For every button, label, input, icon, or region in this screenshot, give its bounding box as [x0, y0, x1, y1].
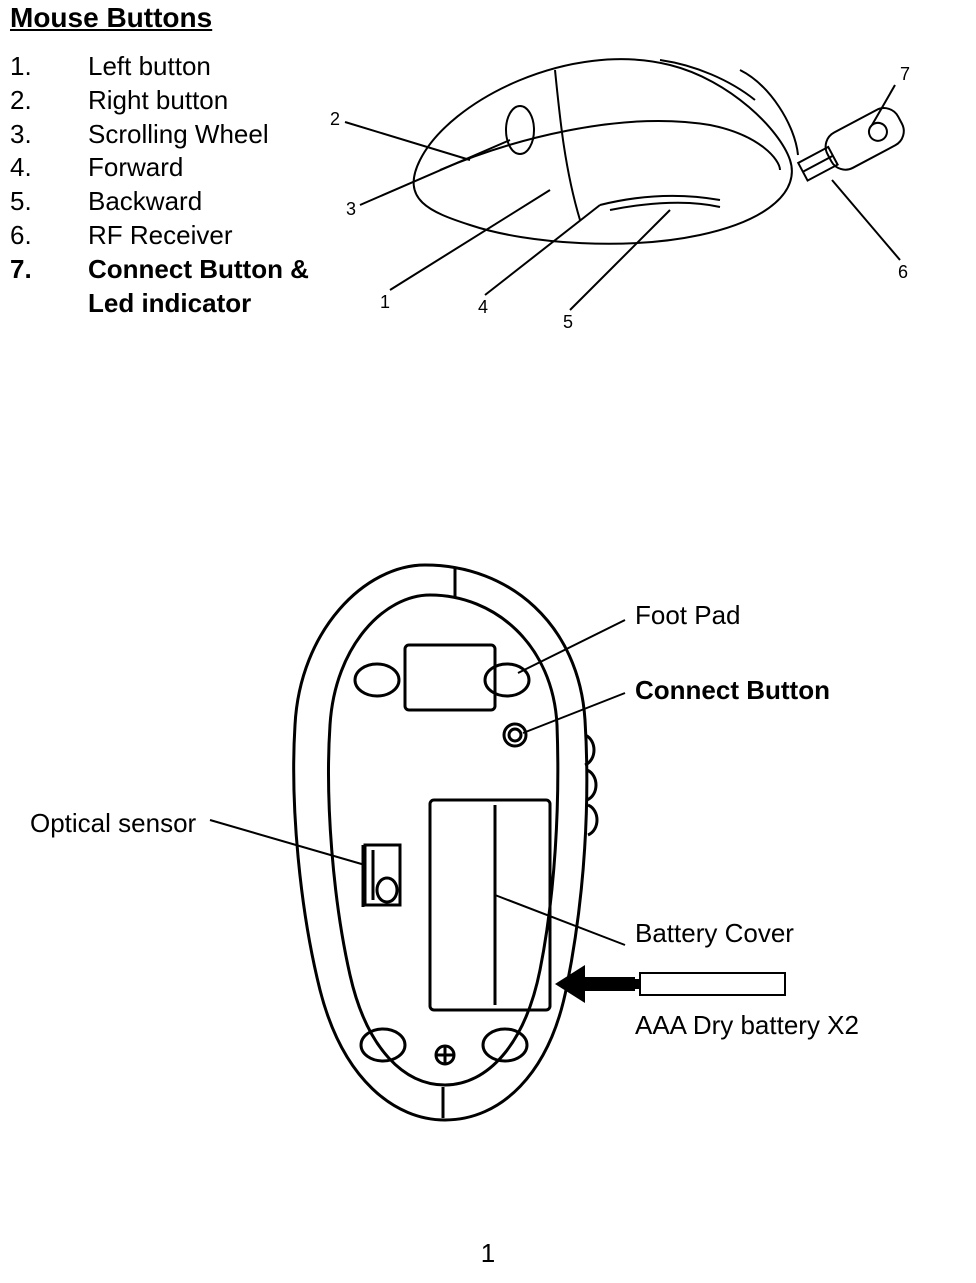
page: Mouse Buttons 1. Left button 2. Right bu…	[0, 0, 976, 1283]
label-optical-sensor: Optical sensor	[30, 808, 196, 839]
list-label: Scrolling Wheel	[88, 118, 269, 152]
list-number: 2.	[10, 84, 88, 118]
list-item: 6. RF Receiver	[10, 219, 309, 253]
list-number: 1.	[10, 50, 88, 84]
callout-7: 7	[900, 64, 910, 84]
list-label: Left button	[88, 50, 211, 84]
label-battery-cover: Battery Cover	[635, 918, 794, 949]
label-battery: AAA Dry battery X2	[635, 1010, 859, 1041]
list-number: 5.	[10, 185, 88, 219]
callout-1: 1	[380, 292, 390, 312]
list-number: 3.	[10, 118, 88, 152]
callout-3: 3	[346, 199, 356, 219]
button-list: 1. Left button 2. Right button 3. Scroll…	[10, 50, 309, 320]
list-number: 4.	[10, 151, 88, 185]
callout-5: 5	[563, 312, 573, 332]
list-item: 1. Left button	[10, 50, 309, 84]
section-title: Mouse Buttons	[10, 2, 212, 34]
list-label: RF Receiver	[88, 219, 232, 253]
list-number: 7.	[10, 253, 88, 321]
list-label: Right button	[88, 84, 228, 118]
list-label: Connect Button & Led indicator	[88, 253, 309, 321]
list-item: 5. Backward	[10, 185, 309, 219]
callout-4: 4	[478, 297, 488, 317]
list-label: Backward	[88, 185, 202, 219]
label-connect-button: Connect Button	[635, 675, 830, 706]
label-foot-pad: Foot Pad	[635, 600, 741, 631]
mouse-top-diagram: 2 3 1 4 5 7 6	[300, 10, 960, 360]
page-number: 1	[0, 1238, 976, 1269]
list-number: 6.	[10, 219, 88, 253]
list-item: 3. Scrolling Wheel	[10, 118, 309, 152]
list-item: 2. Right button	[10, 84, 309, 118]
list-item: 4. Forward	[10, 151, 309, 185]
list-label: Forward	[88, 151, 183, 185]
mouse-bottom-diagram	[245, 545, 965, 1155]
callout-6: 6	[898, 262, 908, 282]
callout-2: 2	[330, 109, 340, 129]
list-item: 7. Connect Button & Led indicator	[10, 253, 309, 321]
